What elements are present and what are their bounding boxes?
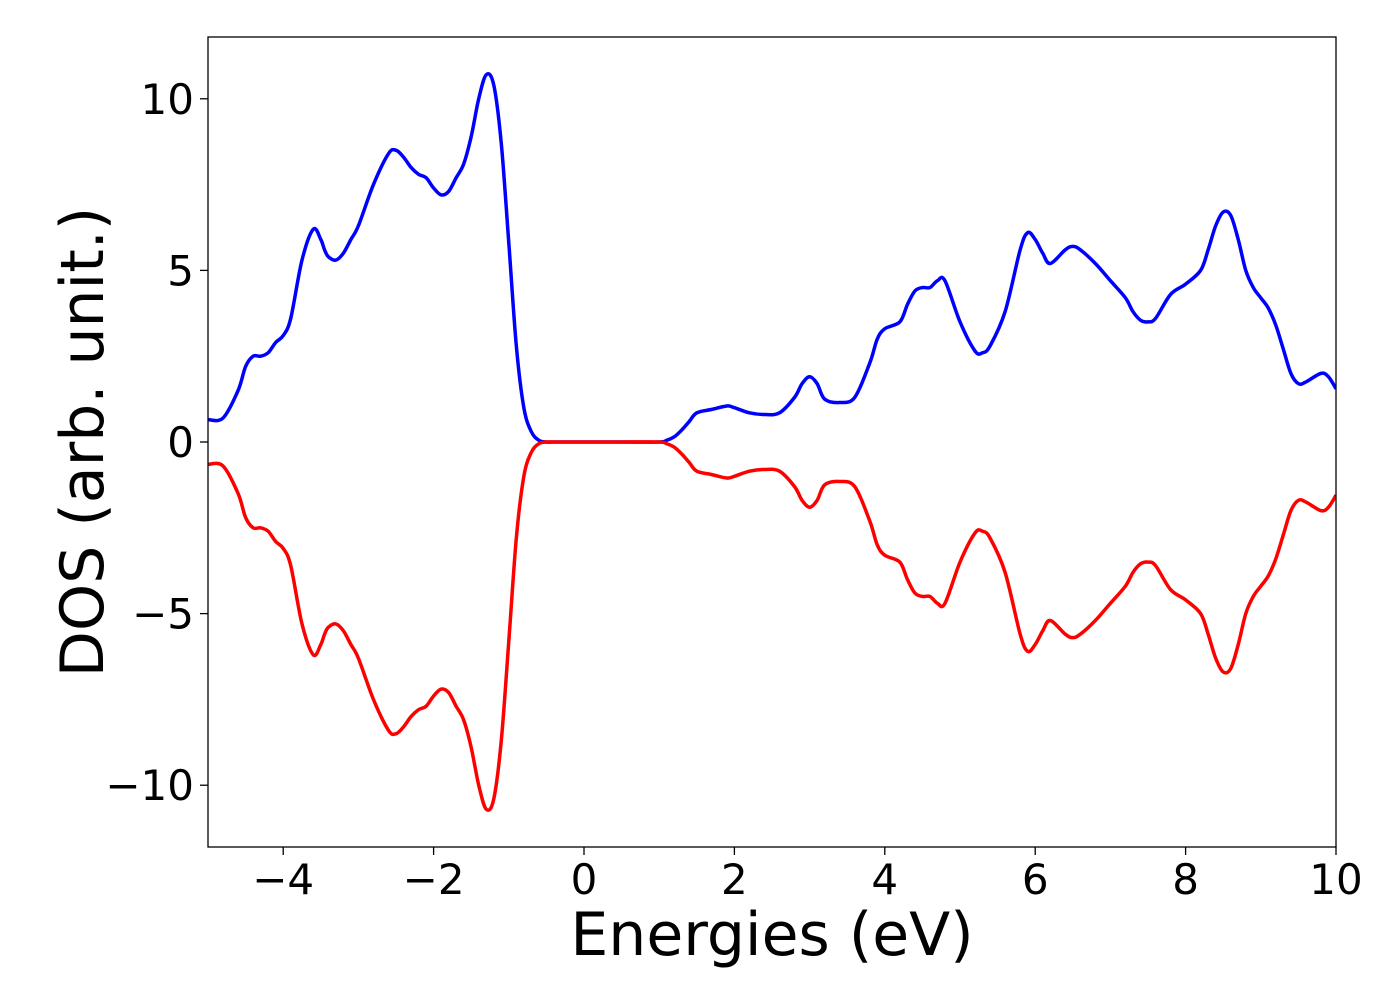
y-axis: 10 5 0 −5 −10 [105, 75, 208, 810]
x-tick-label: 0 [571, 855, 598, 904]
y-tick-label: −5 [132, 590, 194, 639]
y-tick-label: −10 [105, 761, 194, 810]
x-tick-label: 4 [871, 855, 898, 904]
series-line-spin-down [208, 440, 1336, 812]
y-axis-title: DOS (arb. unit.) [48, 207, 118, 677]
x-tick-label: 6 [1022, 855, 1049, 904]
x-tick-label: 10 [1309, 855, 1362, 904]
x-tick-label: −2 [403, 855, 465, 904]
y-tick-label: 10 [141, 75, 194, 124]
x-tick-label: 2 [721, 855, 748, 904]
plot-area [207, 36, 1337, 848]
x-tick-label: 8 [1172, 855, 1199, 904]
series-layer [208, 72, 1336, 812]
x-axis-title: Energies (eV) [570, 900, 973, 970]
plot-frame [207, 36, 1337, 848]
x-tick-label: −4 [252, 855, 314, 904]
x-axis: −4 −2 0 2 4 6 8 10 [252, 847, 1363, 904]
y-tick-label: 0 [167, 418, 194, 467]
y-tick-label: 5 [167, 246, 194, 295]
series-line-spin-up [208, 72, 1336, 444]
